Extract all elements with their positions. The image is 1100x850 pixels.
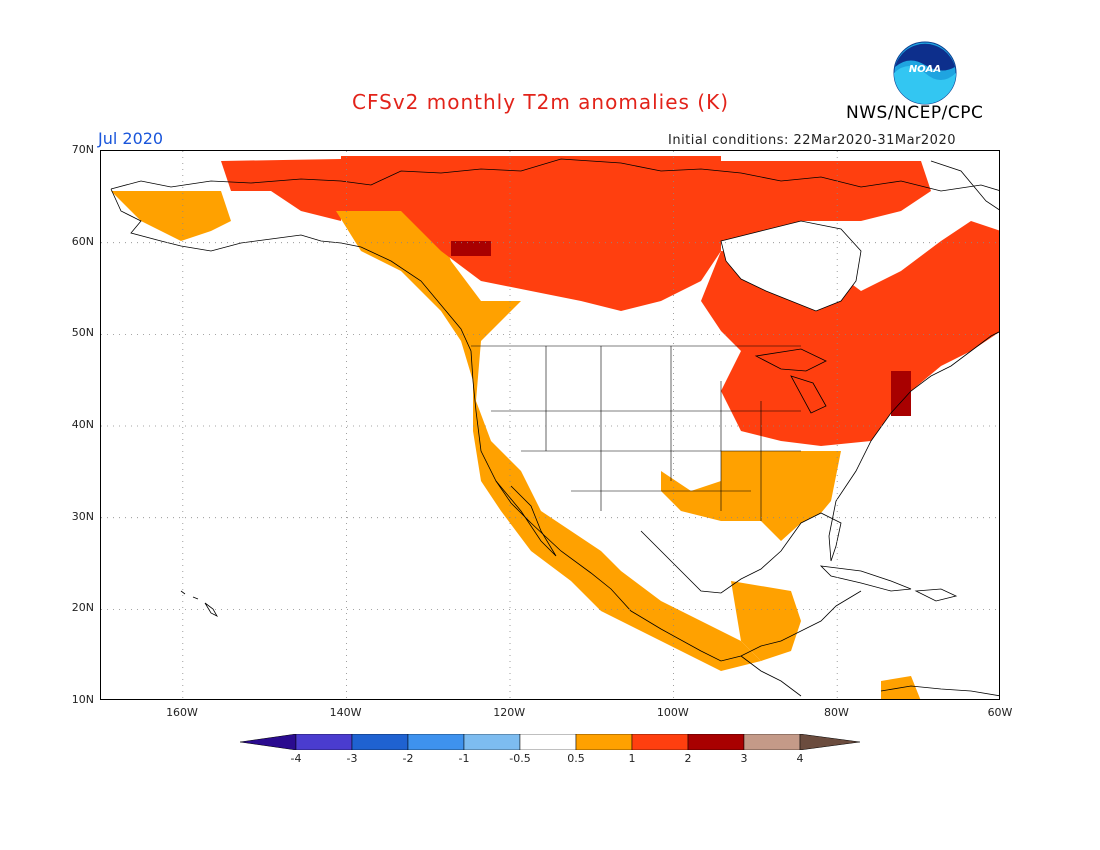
colorbar-label: -4 — [290, 752, 302, 765]
noaa-logo: NOAA — [893, 41, 957, 105]
longitude-label: 120W — [493, 706, 526, 719]
colorbar-segment — [743, 734, 801, 750]
anomaly-region — [341, 156, 721, 311]
anomaly-region — [731, 581, 801, 661]
colorbar-segment — [351, 734, 409, 750]
colorbar-label: -0.5 — [509, 752, 531, 765]
longitude-label: 60W — [987, 706, 1013, 719]
latitude-label: 30N — [71, 509, 94, 523]
colorbar-segment — [295, 734, 353, 750]
map-canvas — [101, 151, 999, 699]
anomaly-region — [336, 211, 761, 671]
latitude-label: 20N — [71, 601, 94, 615]
colorbar-label: 1 — [628, 752, 636, 765]
coastlines — [110, 158, 999, 697]
anomaly-region — [111, 191, 231, 241]
chart-title: CFSv2 monthly T2m anomalies (K) — [352, 90, 729, 114]
anomaly-region — [891, 371, 911, 416]
longitude-label: 100W — [656, 706, 689, 719]
colorbar-segment — [519, 734, 577, 750]
longitude-label: 140W — [329, 706, 362, 719]
colorbar — [240, 734, 860, 750]
colorbar-segment — [463, 734, 521, 750]
colorbar-label: 3 — [740, 752, 748, 765]
longitude-label: 160W — [166, 706, 198, 719]
anomaly-fill — [111, 156, 999, 699]
latitude-label: 10N — [71, 693, 94, 707]
svg-text:NOAA: NOAA — [909, 64, 941, 75]
colorbar-segment — [407, 734, 465, 750]
graticule — [101, 151, 999, 699]
colorbar-label: 4 — [796, 752, 804, 765]
latitude-label: 40N — [71, 418, 94, 431]
colorbar-label: -1 — [458, 752, 470, 765]
colorbar-segment — [799, 734, 860, 750]
colorbar-segment — [240, 734, 297, 750]
latitude-label: 70N — [71, 143, 94, 156]
latitude-label: 50N — [71, 326, 94, 340]
colorbar-label: 0.5 — [567, 752, 585, 765]
longitude-label: 80W — [823, 706, 849, 719]
anomaly-region — [721, 161, 931, 241]
colorbar-label: -2 — [402, 752, 414, 765]
anomaly-region — [451, 241, 491, 256]
anomaly-region — [661, 421, 721, 491]
colorbar-segment — [687, 734, 745, 750]
state-borders — [471, 345, 801, 521]
colorbar-label: 2 — [684, 752, 692, 765]
anomaly-map — [100, 150, 1000, 700]
colorbar-segment — [631, 734, 689, 750]
initial-conditions: Initial conditions: 22Mar2020-31Mar2020 — [668, 133, 956, 148]
anomaly-region — [721, 221, 861, 311]
anomaly-region — [221, 159, 341, 221]
colorbar-segment — [575, 734, 633, 750]
colorbar-label: -3 — [346, 752, 358, 765]
forecast-month: Jul 2020 — [98, 129, 164, 148]
agency-label: NWS/NCEP/CPC — [846, 103, 984, 123]
latitude-label: 60N — [71, 234, 94, 248]
